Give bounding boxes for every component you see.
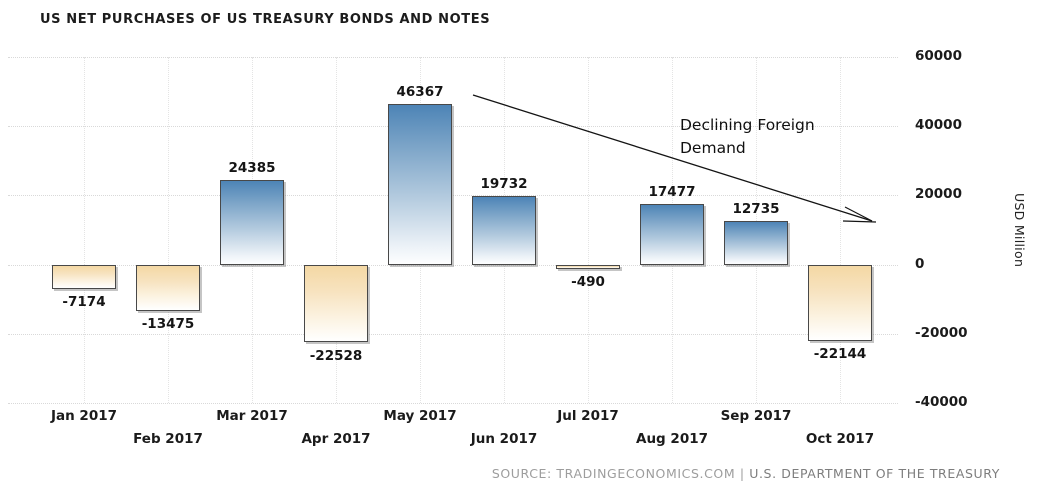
source-separator: |	[739, 466, 745, 481]
y-axis-title-wrap: USD Million	[1012, 57, 1027, 403]
y-tick-label: 60000	[915, 48, 962, 64]
x-tick-label: Jan 2017	[50, 408, 118, 424]
bar-value-label: 12735	[732, 200, 780, 217]
v-gridline	[588, 57, 589, 403]
y-tick-label: -40000	[915, 394, 968, 410]
bar-value-label: -13475	[141, 316, 195, 333]
h-gridline	[8, 403, 898, 404]
h-gridline	[8, 264, 898, 266]
bar[interactable]	[556, 264, 620, 270]
bar-value-label: -22528	[309, 347, 363, 364]
annotation-line-1: Declining Foreign	[680, 116, 815, 134]
source-tradingeconomics: SOURCE: TRADINGECONOMICS.COM	[491, 466, 736, 481]
bar[interactable]	[52, 264, 116, 290]
h-gridline	[8, 333, 898, 335]
bar[interactable]	[472, 196, 536, 265]
bar[interactable]	[220, 180, 284, 265]
source-organization: U.S. DEPARTMENT OF THE TREASURY	[749, 466, 1000, 481]
bar-value-label: -22144	[813, 346, 867, 363]
x-tick-label: May 2017	[383, 408, 457, 424]
bar[interactable]	[304, 264, 368, 343]
annotation-line-2: Demand	[680, 139, 746, 157]
chart-title: US NET PURCHASES OF US TREASURY BONDS AN…	[40, 12, 491, 27]
x-tick-label: Mar 2017	[216, 408, 288, 424]
x-tick-label: Oct 2017	[805, 431, 875, 447]
bar[interactable]	[640, 204, 704, 265]
x-tick-label: Feb 2017	[133, 431, 203, 447]
x-tick-label: Jun 2017	[470, 431, 538, 447]
x-tick-label: Sep 2017	[720, 408, 792, 424]
h-gridline	[8, 57, 898, 58]
bar-value-label: 19732	[480, 176, 528, 193]
h-gridline	[8, 126, 898, 128]
v-gridline	[840, 57, 841, 403]
bar-value-label: 17477	[648, 184, 696, 201]
h-gridline	[8, 195, 898, 197]
bar[interactable]	[808, 264, 872, 342]
bar-value-label: -490	[571, 274, 605, 291]
bar-value-label: -7174	[62, 294, 106, 311]
v-gridline	[84, 57, 85, 403]
annotation-text: Declining Foreign Demand	[680, 114, 815, 160]
y-tick-label: 20000	[915, 186, 962, 203]
bar[interactable]	[388, 104, 452, 265]
x-tick-label: Jul 2017	[557, 408, 619, 424]
x-tick-label: Aug 2017	[636, 431, 708, 447]
bar[interactable]	[724, 220, 788, 265]
bar[interactable]	[136, 264, 200, 312]
y-tick-label: -20000	[915, 324, 968, 341]
v-gridline	[168, 57, 169, 403]
bar-value-label: 24385	[228, 160, 276, 177]
y-tick-label: 40000	[915, 117, 962, 134]
y-tick-label: 0	[915, 255, 925, 272]
v-gridline	[336, 57, 337, 403]
y-axis-title: USD Million	[1012, 192, 1027, 268]
source-attribution: SOURCE: TRADINGECONOMICS.COM | U.S. DEPA…	[492, 466, 1000, 481]
x-tick-label: Apr 2017	[301, 431, 371, 447]
bar-value-label: 46367	[396, 84, 444, 101]
